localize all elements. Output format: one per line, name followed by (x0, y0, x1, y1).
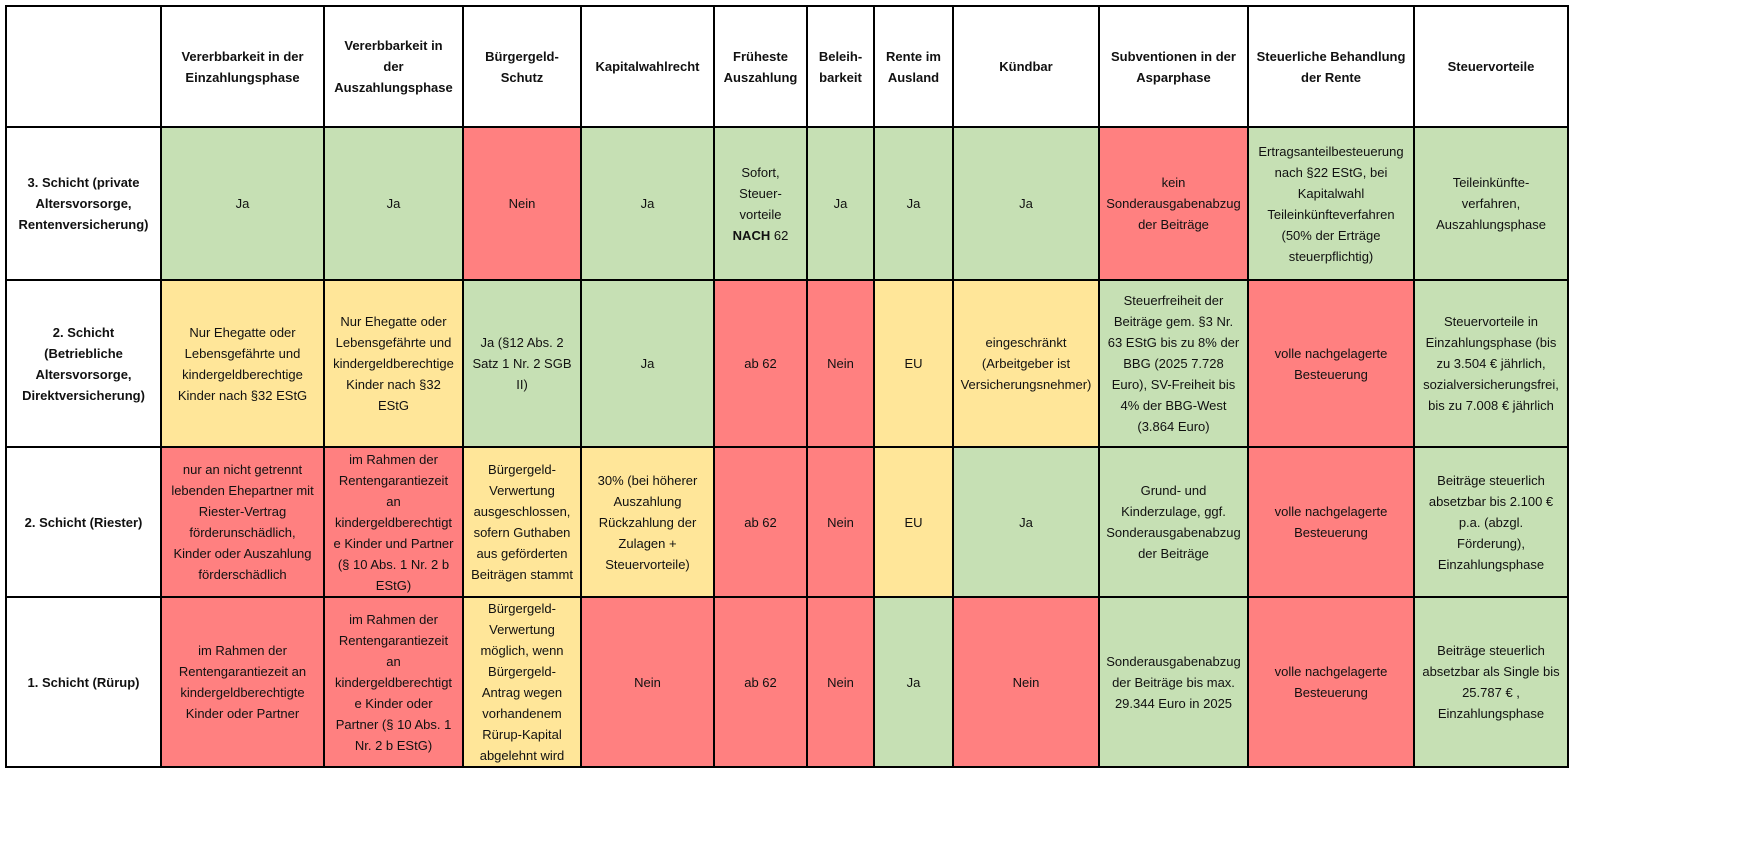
table-cell: im Rahmen der Rentengarantiezeit an kind… (323, 446, 464, 598)
table-cell: eingeschränkt (Arbeitgeber ist Versicher… (952, 279, 1100, 448)
header-frueheste-auszahlung: Früheste Auszahlung (713, 5, 808, 128)
table-cell: Nein (462, 126, 582, 281)
table-cell: Beiträge steuerlich absetzbar bis 2.100 … (1413, 446, 1569, 598)
header-corner (5, 5, 162, 128)
table-cell: Nur Ehegatte oder Lebensgefährte und kin… (160, 279, 325, 448)
table-cell: Nein (806, 446, 875, 598)
table-cell: Ja (160, 126, 325, 281)
table-cell: Ertragsanteilbesteuerung nach §22 EStG, … (1247, 126, 1415, 281)
table-cell: im Rahmen der Rentengarantiezeit an kind… (160, 596, 325, 768)
table-cell: Ja (323, 126, 464, 281)
table-cell: Ja (952, 126, 1100, 281)
header-row: Vererbbarkeit in der Einzahlungsphase Ve… (5, 5, 1569, 128)
table-row: 1. Schicht (Rürup) im Rahmen der Rentenga… (5, 596, 1569, 768)
table-cell: Bürgergeld- Verwertung ausgeschlossen, s… (462, 446, 582, 598)
pension-comparison-table: Vererbbarkeit in der Einzahlungsphase Ve… (5, 5, 1569, 768)
row-label: 1. Schicht (Rürup) (5, 596, 162, 768)
table-cell: volle nachgelagerte Besteuerung (1247, 446, 1415, 598)
table-cell: ab 62 (713, 279, 808, 448)
table-cell: EU (873, 446, 954, 598)
table-row: 2. Schicht (Riester) nur an nicht getrenn… (5, 446, 1569, 598)
table-cell: Nein (806, 596, 875, 768)
table-cell: volle nachgelagerte Besteuerung (1247, 279, 1415, 448)
table-row: 2. Schicht (Betriebliche Altersvorsorge,… (5, 279, 1569, 448)
table-cell: EU (873, 279, 954, 448)
table-cell: Grund- und Kinderzulage, ggf. Sonderausg… (1098, 446, 1249, 598)
table-cell: Ja (580, 279, 715, 448)
header-vererbbarkeit-einzahlung: Vererbbarkeit in der Einzahlungsphase (160, 5, 325, 128)
table-cell: volle nachgelagerte Besteuerung (1247, 596, 1415, 768)
table-cell: ab 62 (713, 446, 808, 598)
row-label: 2. Schicht (Riester) (5, 446, 162, 598)
table-cell: Bürgergeld- Verwertung möglich, wenn Bür… (462, 596, 582, 768)
table-cell: Nein (580, 596, 715, 768)
table-cell: Steuerfreiheit der Beiträge gem. §3 Nr. … (1098, 279, 1249, 448)
table-cell: Teileinkünfte- verfahren, Auszahlungspha… (1413, 126, 1569, 281)
table-cell: Nein (806, 279, 875, 448)
table-cell: Ja (873, 596, 954, 768)
table-cell: Sofort, Steuer- vorteile NACH 62 (713, 126, 808, 281)
row-label: 2. Schicht (Betriebliche Altersvorsorge,… (5, 279, 162, 448)
header-subventionen: Subventionen in der Asparphase (1098, 5, 1249, 128)
table-cell: Beiträge steuerlich absetzbar als Single… (1413, 596, 1569, 768)
header-steuervorteile: Steuervorteile (1413, 5, 1569, 128)
table-cell: Sonderausgabenabzug der Beiträge bis max… (1098, 596, 1249, 768)
table-cell: Ja (873, 126, 954, 281)
header-rente-ausland: Rente im Ausland (873, 5, 954, 128)
table-row: 3. Schicht (private Altersvorsorge, Rent… (5, 126, 1569, 281)
header-vererbbarkeit-auszahlung: Vererbbarkeit in der Auszahlungsphase (323, 5, 464, 128)
table-cell: nur an nicht getrennt lebenden Ehepartne… (160, 446, 325, 598)
table-cell: Ja (952, 446, 1100, 598)
table-cell: ab 62 (713, 596, 808, 768)
header-kapitalwahlrecht: Kapitalwahlrecht (580, 5, 715, 128)
row-label: 3. Schicht (private Altersvorsorge, Rent… (5, 126, 162, 281)
table-cell: Nur Ehegatte oder Lebensgefährte und kin… (323, 279, 464, 448)
table-cell: Steuervorteile in Einzahlungsphase (bis … (1413, 279, 1569, 448)
header-buergergeld-schutz: Bürgergeld- Schutz (462, 5, 582, 128)
table-cell: im Rahmen der Rentengarantiezeit an kind… (323, 596, 464, 768)
table-cell: Ja (§12 Abs. 2 Satz 1 Nr. 2 SGB II) (462, 279, 582, 448)
table-cell: Ja (806, 126, 875, 281)
header-beleihbarkeit: Beleih- barkeit (806, 5, 875, 128)
header-kuendbar: Kündbar (952, 5, 1100, 128)
emphasis: NACH (732, 227, 771, 243)
table-cell: 30% (bei höherer Auszahlung Rückzahlung … (580, 446, 715, 598)
table-cell: kein Sonderausgabenabzug der Beiträge (1098, 126, 1249, 281)
table-cell: Nein (952, 596, 1100, 768)
table-cell: Ja (580, 126, 715, 281)
header-steuerliche-behandlung: Steuerliche Behandlung der Rente (1247, 5, 1415, 128)
